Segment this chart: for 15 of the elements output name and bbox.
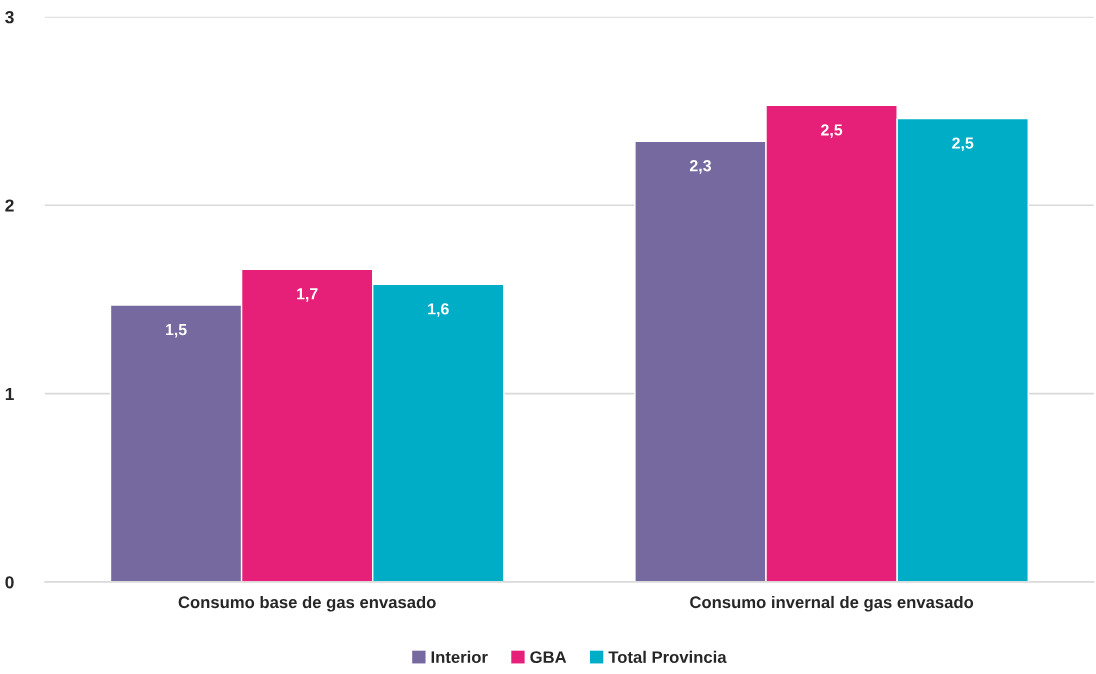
data-label: 1,6 (428, 303, 449, 317)
data-label: 2,5 (952, 137, 974, 152)
legend-label: Total Provincia (608, 650, 727, 664)
data-label: 2,5 (821, 124, 843, 138)
data-label: 2,3 (689, 160, 712, 174)
x-tick-label: Consumo invernal de gas envasado (690, 595, 974, 612)
y-tick-label: 0 (5, 576, 14, 589)
data-label: 1,5 (165, 324, 187, 338)
y-tick-label: 2 (5, 199, 14, 212)
y-tick-label: 1 (5, 387, 14, 400)
data-label: 1,7 (297, 288, 318, 302)
x-tick-label: Consumo base de gas envasado (178, 595, 436, 612)
legend-label: Interior (431, 650, 488, 664)
y-tick-label: 3 (5, 11, 14, 24)
legend-label: GBA (530, 651, 567, 664)
